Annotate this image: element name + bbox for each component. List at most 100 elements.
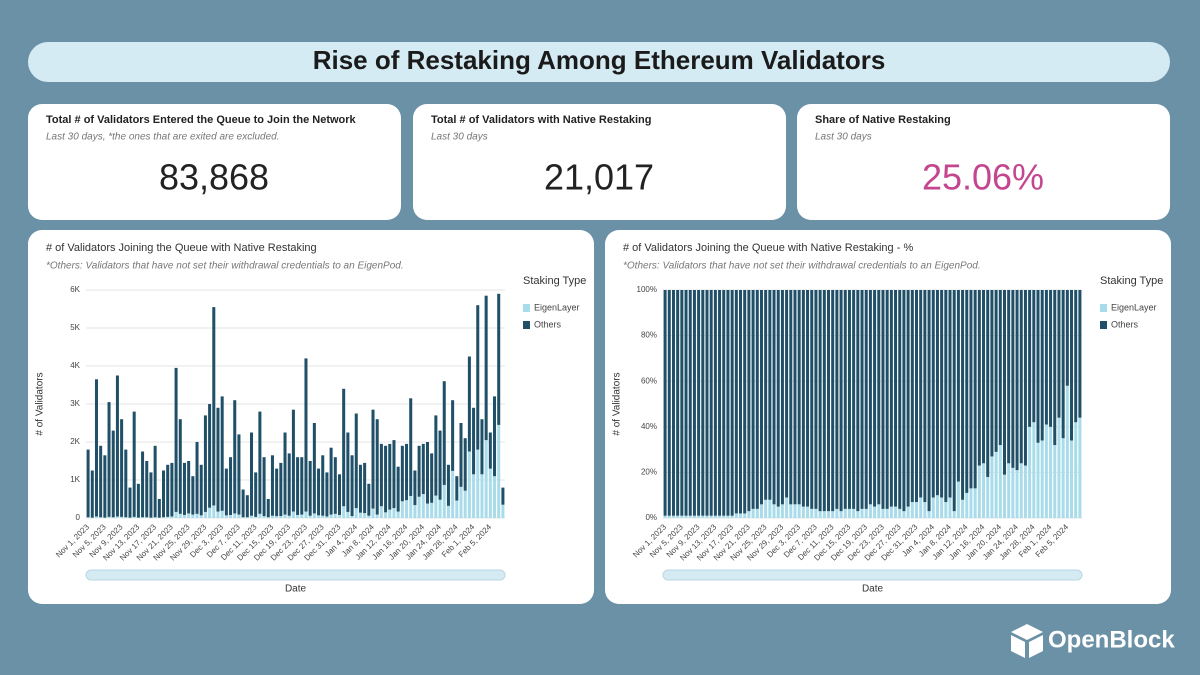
- bar-segment: [671, 515, 675, 518]
- kpi-value: 25.06%: [922, 157, 1044, 198]
- bar-segment: [734, 513, 738, 518]
- bar-segment: [124, 449, 128, 518]
- y-tick-label: 4K: [70, 361, 80, 370]
- bar-segment: [977, 290, 981, 466]
- bar-segment: [990, 290, 994, 457]
- bar-segment: [237, 514, 241, 518]
- bar-segment: [258, 513, 262, 518]
- bar-segment: [793, 290, 797, 505]
- bar-segment: [994, 451, 998, 518]
- bar-segment: [392, 440, 396, 509]
- y-tick-label: 100%: [637, 285, 657, 294]
- bar-segment: [337, 514, 342, 518]
- bar-segment: [296, 514, 300, 518]
- bar-segment: [935, 290, 939, 496]
- bar-segment: [768, 499, 772, 518]
- bar-segment: [417, 445, 421, 497]
- bar-segment: [405, 443, 409, 501]
- bar-segment: [743, 513, 747, 518]
- legend-title: Staking Type: [1100, 275, 1163, 287]
- y-axis-label: # of Validators: [612, 372, 623, 435]
- page-title: Rise of Restaking Among Ethereum Validat…: [313, 45, 886, 75]
- bar-segment: [919, 290, 923, 498]
- bar-segment: [405, 500, 409, 518]
- bar-segment: [262, 457, 266, 517]
- bar-segment: [388, 443, 392, 510]
- bar-segment: [1061, 290, 1065, 439]
- bar-segment: [337, 474, 342, 515]
- bar-segment: [182, 462, 186, 515]
- bar-segment: [493, 396, 497, 477]
- bar-segment: [308, 515, 312, 518]
- scrollbar: [662, 569, 1083, 581]
- bar-segment: [162, 470, 166, 518]
- bar-segment: [321, 515, 325, 518]
- bar-segment: [873, 506, 877, 518]
- bar-segment: [413, 505, 417, 518]
- bar-segment: [430, 502, 434, 518]
- bar-segment: [375, 419, 379, 515]
- bar-segment: [692, 515, 696, 518]
- bar-segment: [923, 290, 927, 503]
- bar-segment: [350, 455, 354, 517]
- bar-segment: [789, 290, 793, 505]
- bar-segment: [768, 290, 772, 500]
- bar-segment: [822, 511, 826, 518]
- bar-segment: [128, 487, 132, 518]
- bar-segment: [902, 290, 906, 512]
- bar-segment: [843, 508, 847, 518]
- bar-segment: [111, 517, 115, 518]
- bar-segment: [120, 419, 124, 517]
- y-tick-label: 20%: [641, 468, 657, 477]
- bar-segment: [663, 515, 667, 518]
- bar-segment: [1036, 290, 1040, 443]
- bar-segment: [233, 400, 237, 514]
- bar-segment: [501, 487, 505, 505]
- bar-segment: [132, 411, 136, 517]
- bar-segment: [350, 516, 354, 518]
- bar-segment: [734, 290, 738, 514]
- y-tick-label: 2K: [70, 437, 80, 446]
- bar-segment: [927, 511, 931, 518]
- bar-segment: [718, 290, 722, 516]
- bar-segment: [831, 511, 835, 518]
- bar-segment: [208, 404, 212, 508]
- bar-segment: [132, 516, 136, 518]
- chart-subtitle: *Others: Validators that have not set th…: [623, 261, 981, 272]
- bar-segment: [455, 500, 459, 518]
- bar-segment: [839, 290, 843, 512]
- bar-segment: [388, 509, 392, 518]
- bar-segment: [1078, 290, 1082, 418]
- bar-segment: [363, 513, 367, 518]
- bar-segment: [153, 445, 157, 518]
- bar-segment: [726, 290, 730, 516]
- bar-segment: [1036, 442, 1040, 518]
- bar-segment: [684, 290, 688, 516]
- bar-segment: [191, 514, 195, 518]
- bar-segment: [451, 400, 455, 471]
- x-axis-label: Date: [285, 584, 307, 595]
- bar-segment: [358, 512, 362, 518]
- legend-swatch: [523, 321, 530, 329]
- bar-segment: [1065, 290, 1069, 386]
- bar-segment: [1070, 290, 1074, 441]
- bar-segment: [709, 290, 713, 516]
- bar-segment: [935, 495, 939, 518]
- bar-segment: [759, 504, 763, 518]
- bar-segment: [1015, 290, 1019, 471]
- bar-segment: [982, 463, 986, 518]
- bar-segment: [973, 488, 977, 518]
- bar-segment: [430, 453, 434, 503]
- bar-segment: [914, 290, 919, 503]
- bar-segment: [178, 419, 182, 514]
- logo-top: [1011, 624, 1043, 640]
- bar-segment: [291, 511, 295, 518]
- bar-segment: [367, 515, 371, 518]
- bar-segment: [329, 447, 333, 515]
- bar-segment: [249, 515, 254, 518]
- legend-label: Others: [534, 319, 562, 329]
- bar-segment: [212, 307, 216, 506]
- bar-segment: [797, 504, 801, 518]
- bar-segment: [191, 476, 195, 515]
- bar-segment: [856, 511, 860, 518]
